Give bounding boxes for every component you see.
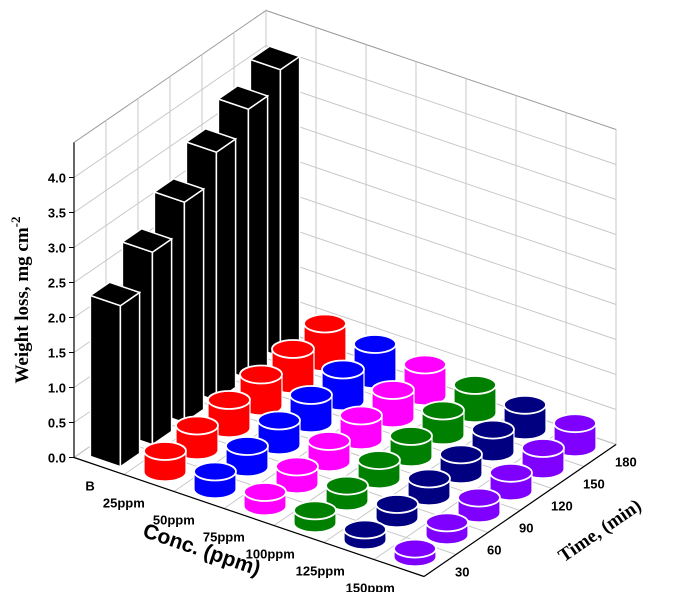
y-category-label: 30: [455, 565, 469, 580]
y-category-label: 90: [519, 521, 533, 536]
bar-side: [119, 291, 141, 469]
cylinder: [375, 494, 419, 528]
cylinder-top: [471, 419, 515, 440]
cylinder-top: [453, 375, 497, 395]
cylinder-top: [375, 494, 419, 514]
cylinder: [393, 538, 437, 567]
bar-top: [216, 84, 270, 111]
cylinder-top: [239, 364, 283, 385]
bar: [88, 281, 142, 469]
x-tick-label: B: [85, 478, 94, 493]
cylinder: [307, 431, 351, 472]
bar-side: [279, 55, 301, 359]
cylinder: [275, 456, 319, 494]
cylinder: [193, 461, 237, 499]
y-tick-label: 1.0: [48, 381, 66, 396]
cylinder-top: [553, 413, 597, 434]
cylinder-top: [403, 354, 447, 375]
cylinder: [489, 462, 533, 501]
bar-top: [248, 45, 302, 71]
x-tick-label: 125ppm: [296, 563, 345, 578]
cylinder: [407, 468, 451, 506]
x-tick-label: 25ppm: [103, 495, 145, 510]
bar-front: [89, 294, 122, 468]
cylinder-top: [257, 410, 301, 431]
y-tick-label: 0.5: [48, 416, 66, 431]
cylinder-top: [175, 415, 219, 436]
cylinder-top: [357, 450, 401, 471]
z-axis-title: Weight loss, mg cm-2: [8, 216, 33, 383]
cylinder-top: [371, 380, 415, 400]
cylinder: [143, 441, 187, 482]
bar-top: [152, 177, 206, 204]
x-tick-label: 75ppm: [203, 529, 245, 544]
x-tick-label: 100ppm: [246, 546, 295, 561]
bar-top: [120, 227, 174, 254]
bar-top: [88, 281, 142, 307]
y-tick-label: 2.0: [48, 311, 66, 326]
cylinder: [257, 410, 301, 455]
cylinder-top: [421, 400, 465, 421]
y-tick-label: 4.0: [48, 171, 66, 186]
grid-line: [73, 44, 617, 178]
cylinder-top: [193, 461, 237, 482]
cylinder-top: [289, 385, 333, 405]
bar-side: [247, 94, 269, 381]
cylinder-top: [393, 538, 437, 559]
cylinder: [425, 512, 469, 545]
cylinder-top: [143, 441, 187, 461]
y-tick-label: 3.5: [48, 206, 66, 221]
cylinder-top: [489, 462, 533, 483]
cylinder-top: [293, 500, 337, 521]
x-tick-label: 150ppm: [346, 580, 395, 592]
cylinder-top: [225, 436, 269, 456]
cylinder-top: [407, 468, 451, 489]
cylinder-top: [389, 426, 433, 446]
cylinder-top: [275, 456, 319, 477]
y-tick-label: 1.5: [48, 346, 66, 361]
cylinder-top: [307, 431, 351, 451]
cylinder: [439, 444, 483, 484]
bar-side: [215, 137, 237, 403]
cylinder-top: [343, 519, 387, 540]
bar-side: [151, 237, 173, 447]
axis-line: [73, 456, 425, 578]
z-axis-title-text: Weight loss, mg cm: [12, 227, 33, 383]
cylinder-top: [503, 394, 547, 415]
cylinder-top: [353, 334, 397, 354]
cylinder-top: [425, 512, 469, 533]
y-category-label: 120: [551, 499, 573, 514]
cylinder-top: [243, 482, 287, 502]
cylinder: [357, 450, 401, 489]
marks: [88, 45, 597, 567]
cylinder: [521, 438, 565, 479]
cylinder-top: [339, 405, 383, 426]
y-tick-label: 0.0: [48, 451, 66, 466]
cylinder: [293, 500, 337, 533]
cylinder-top: [325, 475, 369, 496]
z-axis-title-sup: -2: [8, 216, 23, 227]
cylinder-top: [271, 339, 315, 359]
cylinder: [243, 482, 287, 516]
axis-line: [423, 444, 617, 577]
x-tick-label: 50ppm: [153, 512, 195, 527]
cylinder-top: [321, 359, 365, 380]
bar-side: [183, 187, 205, 425]
y-tick-label: 3.0: [48, 241, 66, 256]
y-category-label: 60: [487, 543, 501, 558]
cylinder-top: [207, 390, 251, 410]
cylinder: [343, 519, 387, 550]
cylinder: [457, 487, 501, 523]
cylinder-top: [521, 438, 565, 458]
y-category-label: 150: [583, 477, 605, 492]
cylinder-top: [457, 487, 501, 508]
cylinder-top: [303, 313, 347, 334]
bar-top: [184, 127, 238, 154]
cylinder-top: [439, 444, 483, 465]
y-tick-label: 2.5: [48, 276, 66, 291]
y-category-label: 180: [615, 455, 637, 470]
